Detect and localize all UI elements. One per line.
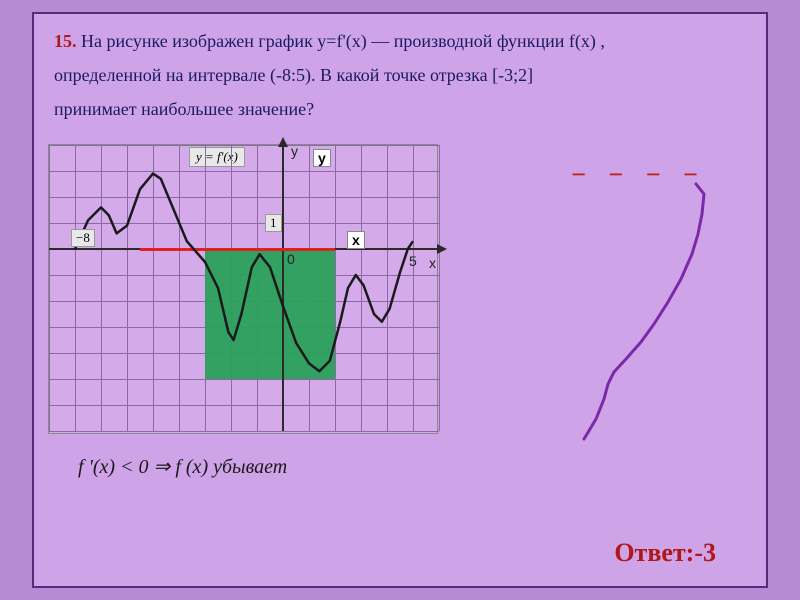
bottom-formula: f '(x) < 0 ⇒ f (x) убывает (78, 454, 287, 479)
label-origin: 0 (287, 251, 295, 267)
red-segment (140, 248, 335, 251)
answer-text: Ответ:-3 (614, 538, 716, 568)
x-axis-box: x (347, 231, 365, 249)
hand-drawn-curve (556, 174, 736, 454)
label-neg8: −8 (71, 229, 95, 247)
problem-number: 15. (54, 31, 77, 51)
decreasing-word: убывает (213, 456, 287, 478)
slide-frame: 15. На рисунке изображен график y=f'(x) … (32, 12, 768, 588)
problem-interval: [-3;2] (492, 65, 533, 85)
highlight-region (205, 249, 335, 379)
label-one: 1 (265, 214, 282, 232)
formula-box: y = f'(x) (189, 147, 245, 167)
problem-line1: На рисунке изображен график y=f'(x) — пр… (77, 31, 605, 51)
problem-line2: определенной на интервале (-8:5). В како… (54, 65, 492, 85)
label-five: 5 (409, 253, 417, 269)
problem-line3: принимает наибольшее значение? (54, 99, 314, 119)
graph-container: y = f'(x) −8 1 0 5 y x y x (48, 144, 438, 434)
label-y-italic: y (291, 143, 298, 159)
label-x-italic: x (429, 255, 436, 271)
problem-text: 15. На рисунке изображен график y=f'(x) … (54, 24, 746, 127)
y-axis-box: y (313, 149, 331, 167)
